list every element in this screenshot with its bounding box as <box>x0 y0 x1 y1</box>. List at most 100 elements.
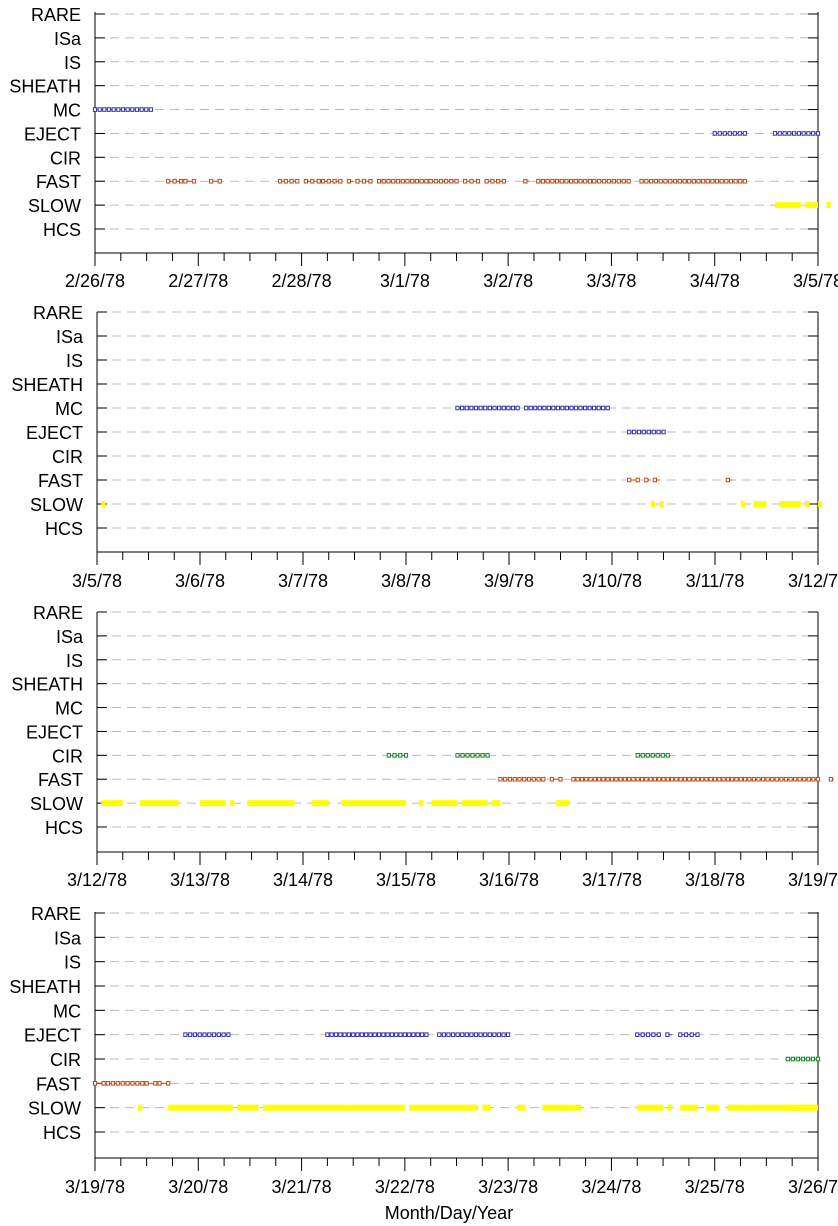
segment-marker <box>569 405 574 411</box>
segment-marker <box>428 178 433 184</box>
segment-slow <box>659 501 664 507</box>
segment-marker <box>395 178 401 184</box>
y-tick-label-sheath: SHEATH <box>9 977 81 997</box>
segment-cir <box>785 1056 821 1062</box>
segment-marker <box>635 753 640 758</box>
segment-marker <box>125 1081 130 1086</box>
segment-marker <box>579 776 585 782</box>
segment-marker <box>139 107 144 112</box>
segment-marker <box>368 1032 373 1037</box>
segment-marker <box>135 1081 140 1086</box>
x-tick-label: 3/21/78 <box>272 1177 332 1197</box>
segment-marker <box>644 776 649 782</box>
segment-marker <box>492 405 497 411</box>
segment-marker <box>558 776 563 782</box>
segment-fast <box>652 477 660 483</box>
segment-marker <box>606 178 612 184</box>
segment-fast <box>536 178 593 184</box>
y-tick-label-rare: RARE <box>33 603 83 623</box>
segment-marker <box>501 405 506 411</box>
segment-fast <box>144 1081 158 1086</box>
segment-marker <box>653 178 658 184</box>
segment-marker <box>419 178 424 184</box>
segment-marker <box>130 1081 135 1086</box>
segment-marker <box>455 1032 460 1037</box>
segment-marker <box>554 178 560 184</box>
panel-4: RARE ISa IS SHEATH MC EJECT CIR FAST SLOW HCS 3/19… <box>9 904 838 1197</box>
segment-marker <box>645 753 650 758</box>
segment-fast <box>105 1081 145 1086</box>
y-tick-label-mc: MC <box>53 1001 81 1021</box>
segment-marker <box>802 776 807 782</box>
segment-marker <box>192 1032 198 1037</box>
segment-slow <box>706 1104 720 1111</box>
segment-cir <box>635 753 670 758</box>
segment-marker <box>394 1032 399 1037</box>
segment-marker <box>444 178 449 184</box>
segment-marker <box>411 1032 416 1037</box>
segment-marker <box>506 1032 511 1037</box>
y-tick-label-hcs: HCS <box>45 519 83 539</box>
segment-fast <box>166 178 184 184</box>
segment-fast <box>498 776 546 782</box>
y-tick-label-eject: EJECT <box>26 423 83 443</box>
segment-marker <box>652 477 658 483</box>
segment-slow <box>637 1104 664 1111</box>
segment-marker <box>320 178 326 184</box>
segment-marker <box>774 776 779 782</box>
segment-marker <box>555 405 560 411</box>
segment-marker <box>584 776 589 782</box>
segment-marker <box>582 405 588 411</box>
segment-marker <box>455 405 460 411</box>
x-tick-label: 2/26/78 <box>65 271 125 291</box>
segment-marker <box>712 776 718 782</box>
segment-marker <box>614 776 619 782</box>
segment-marker <box>682 178 687 184</box>
segment-marker <box>730 776 735 782</box>
segment-marker <box>183 1032 188 1037</box>
segment-marker <box>116 107 121 112</box>
segment-marker <box>696 178 701 184</box>
segment-marker <box>549 776 555 782</box>
segment-marker <box>528 405 533 411</box>
segment-marker <box>507 776 513 782</box>
y-tick-label-rare: RARE <box>33 303 83 323</box>
segment-marker <box>463 178 468 184</box>
segment-marker <box>669 776 675 782</box>
segment-marker <box>355 178 360 184</box>
segment-marker <box>785 1056 790 1062</box>
segment-marker <box>503 776 508 782</box>
segment-marker <box>791 131 797 136</box>
segment-marker <box>564 178 569 184</box>
segment-marker <box>470 753 475 758</box>
segment-marker <box>333 1032 339 1037</box>
segment-marker <box>708 776 713 782</box>
segment-marker <box>738 178 743 184</box>
segment-marker <box>405 178 410 184</box>
segment-marker <box>691 776 696 782</box>
segment-marker <box>487 405 492 411</box>
segment-marker <box>734 776 739 782</box>
segment-marker <box>800 1056 806 1062</box>
segment-slow <box>139 800 179 807</box>
segment-marker <box>725 776 730 782</box>
segment-marker <box>639 776 645 782</box>
segment-marker <box>515 405 520 411</box>
y-tick-label-isa: ISa <box>56 327 84 347</box>
y-tick-label-hcs: HCS <box>45 818 83 838</box>
segment-marker <box>811 776 816 782</box>
segment-slow <box>805 202 818 209</box>
segment-marker <box>438 178 444 184</box>
y-tick-label-mc: MC <box>55 399 83 419</box>
segment-marker <box>700 776 705 782</box>
segment-marker <box>691 178 696 184</box>
segment-marker <box>464 405 469 411</box>
segment-marker <box>221 1032 226 1037</box>
segment-marker <box>646 429 651 435</box>
segment-marker <box>717 131 722 136</box>
segment-marker <box>592 776 597 782</box>
segment-marker <box>627 776 632 782</box>
segment-marker <box>805 1056 811 1062</box>
segment-marker <box>732 131 737 136</box>
segment-marker <box>540 178 546 184</box>
